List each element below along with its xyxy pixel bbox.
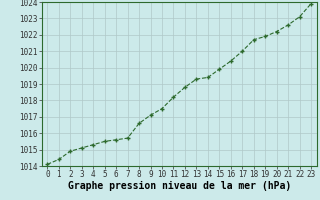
X-axis label: Graphe pression niveau de la mer (hPa): Graphe pression niveau de la mer (hPa) [68,181,291,191]
